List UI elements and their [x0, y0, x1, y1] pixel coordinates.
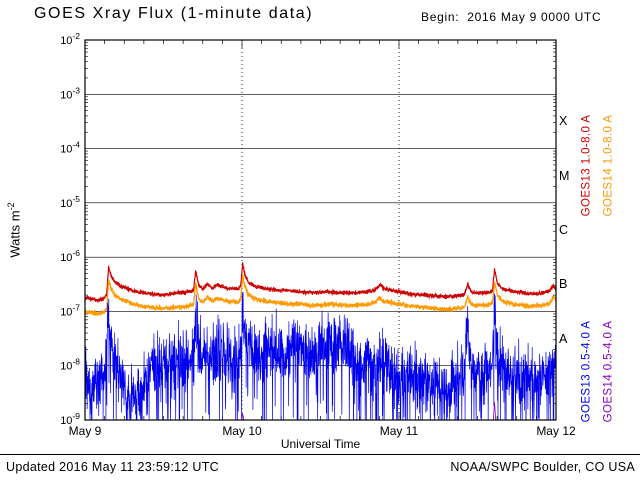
flare-class-label-m: M	[559, 169, 570, 183]
y-axis-label-text: Watts m	[7, 210, 23, 258]
series-label-goes14-short: GOES14 0.5-4.0 A	[602, 320, 615, 423]
series-label-goes14-long: GOES14 1.0-8.0 A	[602, 114, 615, 217]
svg-text:10-8: 10-8	[60, 357, 80, 373]
svg-text:May 11: May 11	[380, 424, 419, 438]
begin-timestamp: Begin: 2016 May 9 0000 UTC	[421, 10, 602, 24]
svg-text:10-5: 10-5	[60, 194, 80, 210]
svg-text:10-7: 10-7	[60, 302, 80, 318]
flare-class-label-c: C	[559, 223, 569, 237]
svg-text:10-6: 10-6	[60, 248, 80, 264]
y-axis-label-exponent: -2	[6, 202, 16, 211]
credit-text: NOAA/SWPC Boulder, CO USA	[450, 460, 635, 474]
svg-text:10-2: 10-2	[60, 31, 80, 47]
svg-text:May 9: May 9	[69, 424, 102, 438]
flare-class-label-a: A	[559, 332, 568, 346]
x-axis-label: Universal Time	[280, 437, 361, 451]
flare-class-label-b: B	[559, 277, 568, 291]
page-title: GOES Xray Flux (1-minute data)	[34, 5, 314, 22]
svg-text:10-9: 10-9	[60, 411, 80, 427]
series-label-goes13-short: GOES13 0.5-4.0 A	[580, 320, 593, 423]
y-axis-label: Watts m-2	[6, 170, 22, 290]
footer-divider	[0, 454, 640, 455]
svg-text:10-3: 10-3	[60, 85, 80, 101]
flare-class-label-x: X	[559, 114, 568, 128]
series-label-goes13-long: GOES13 1.0-8.0 A	[580, 114, 593, 217]
svg-text:10-4: 10-4	[60, 140, 80, 156]
svg-text:May 10: May 10	[222, 424, 262, 438]
svg-text:May 12: May 12	[536, 424, 576, 438]
updated-timestamp: Updated 2016 May 11 23:59:12 UTC	[6, 460, 219, 474]
